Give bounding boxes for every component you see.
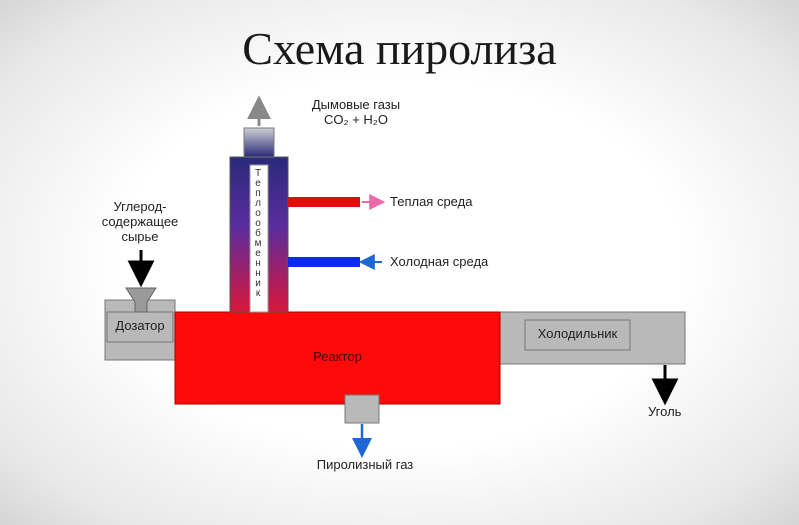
label-warm-medium: Теплая среда [390,195,472,210]
pyrolysis-diagram: Дымовые газы CO₂ + H₂O Углерод- содержащ… [0,0,799,525]
flue-gas-line1: Дымовые газы [312,97,400,112]
raw-l1: Углерод- [113,199,166,214]
label-cooler: Холодильник [525,327,630,342]
raw-l3: сырье [121,229,158,244]
label-coal: Уголь [648,405,681,420]
label-cold-medium: Холодная среда [390,255,488,270]
label-flue-gas: Дымовые газы CO₂ + H₂O [276,98,436,128]
flue-gas-line2: CO₂ + H₂O [324,112,388,127]
raw-l2: содержащее [102,214,179,229]
label-reactor: Реактор [175,350,500,365]
label-dosator: Дозатор [107,319,173,334]
label-heat-exchanger: Теплообменник [252,168,264,308]
label-pyrolysis-gas: Пиролизный газ [300,458,430,473]
label-raw-material: Углерод- содержащее сырье [90,200,190,245]
